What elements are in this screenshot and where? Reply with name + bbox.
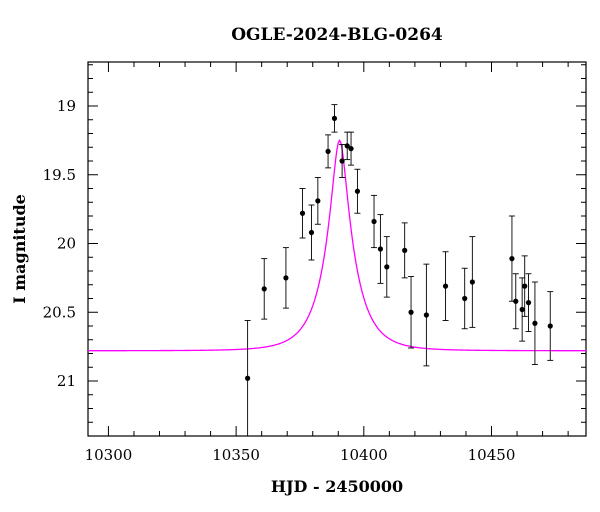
data-point (469, 236, 476, 328)
data-marker (325, 148, 331, 154)
data-point (261, 258, 268, 320)
y-tick-label: 19 (57, 97, 76, 115)
data-points (244, 104, 554, 437)
data-point (354, 168, 361, 214)
data-marker (339, 158, 345, 164)
data-point (408, 276, 415, 349)
data-marker (532, 320, 538, 326)
y-axis-label: I magnitude (10, 194, 29, 304)
data-point (512, 273, 519, 330)
data-point (401, 222, 408, 279)
data-marker (547, 323, 553, 329)
data-point (325, 134, 332, 169)
data-point (508, 215, 515, 302)
model-curve (87, 139, 586, 352)
x-tick-label: 10400 (340, 446, 388, 464)
y-tick-label: 20.5 (43, 303, 76, 321)
data-point (377, 214, 384, 284)
data-point (371, 194, 378, 249)
data-point (299, 188, 306, 239)
data-marker (522, 283, 528, 289)
data-point (521, 255, 528, 317)
y-tick-labels: 19 19.5 20 20.5 21 (43, 97, 76, 390)
data-marker (371, 218, 377, 225)
data-marker (331, 115, 338, 121)
chart-title: OGLE-2024-BLG-0264 (231, 25, 443, 45)
y-tick-label: 19.5 (43, 166, 76, 184)
data-marker (519, 306, 525, 313)
data-marker (283, 275, 289, 281)
data-point (519, 277, 526, 342)
x-tick-label: 10350 (212, 446, 260, 464)
data-marker (509, 256, 515, 262)
data-marker (354, 188, 361, 194)
data-point (383, 236, 390, 298)
data-marker (384, 264, 390, 270)
data-marker (261, 286, 267, 292)
data-marker (462, 295, 468, 302)
data-point (331, 104, 338, 133)
data-marker (299, 210, 306, 216)
data-marker (442, 283, 449, 289)
data-point (442, 251, 449, 321)
plot-frame (87, 61, 587, 437)
x-tick-labels: 10300 10350 10400 10450 (85, 446, 516, 464)
data-point (531, 281, 538, 365)
y-tick-label: 20 (57, 235, 76, 253)
data-marker (308, 229, 315, 236)
data-marker (513, 298, 519, 304)
data-point (461, 267, 468, 330)
data-marker (315, 198, 321, 204)
x-tick-label: 10300 (85, 446, 133, 464)
data-marker (344, 143, 350, 149)
data-marker (525, 300, 532, 306)
data-marker (348, 146, 354, 152)
data-marker (402, 247, 408, 253)
data-marker (469, 279, 475, 285)
data-point (348, 131, 355, 166)
data-marker (408, 309, 414, 315)
data-point (282, 247, 289, 309)
data-point (244, 320, 251, 437)
y-tick-label: 21 (57, 372, 76, 390)
x-axis-label: HJD - 2450000 (271, 477, 403, 496)
data-point (525, 273, 532, 332)
data-marker (423, 312, 429, 318)
data-point (314, 177, 321, 225)
data-marker (245, 375, 251, 381)
data-point (339, 144, 346, 178)
data-marker (377, 246, 384, 252)
data-point (344, 131, 351, 161)
axis-ticks (88, 62, 586, 437)
data-point (547, 291, 554, 361)
data-point (423, 263, 430, 367)
x-tick-label: 10450 (468, 446, 516, 464)
data-point (308, 204, 315, 261)
